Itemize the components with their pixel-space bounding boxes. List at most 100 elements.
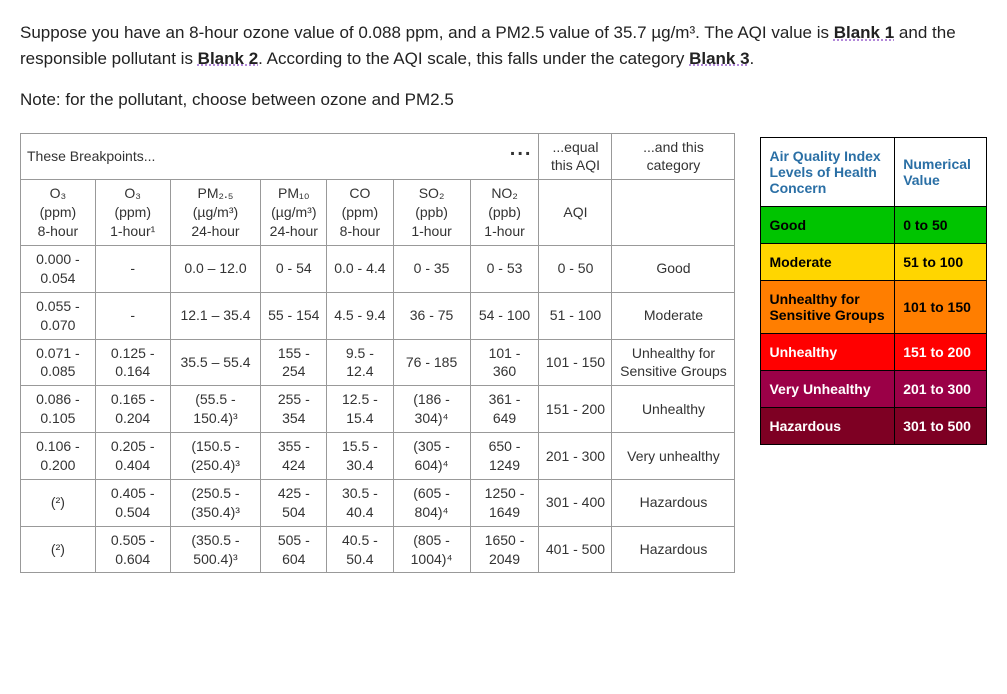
table-cell: 0.086 - 0.105 [21, 386, 96, 433]
table-row: 0.055 - 0.070-12.1 – 35.455 - 1544.5 - 9… [21, 292, 735, 339]
table-row: 0.071 - 0.0850.125 - 0.16435.5 – 55.4155… [21, 339, 735, 386]
table-cell: 650 - 1249 [470, 433, 539, 480]
table-cell: 301 - 400 [539, 479, 612, 526]
question-note: Note: for the pollutant, choose between … [20, 87, 987, 113]
table-cell: 0.0 – 12.0 [170, 245, 261, 292]
col-header: PM₂.₅(µg/m³)24-hour [170, 180, 261, 246]
table-cell: 0 - 53 [470, 245, 539, 292]
table-cell: (350.5 - 500.4)³ [170, 526, 261, 573]
table-row: O₃(ppm)8-hourO₃(ppm)1-hour¹PM₂.₅(µg/m³)2… [21, 180, 735, 246]
breakpoints-header: These Breakpoints... ... [21, 133, 539, 180]
table-cell: 0.505 - 0.604 [95, 526, 170, 573]
blank-1[interactable]: Blank 1 [834, 23, 894, 42]
table-row: Unhealthy151 to 200 [761, 333, 987, 370]
col-header: PM₁₀(µg/m³)24-hour [261, 180, 327, 246]
table-cell: 0.000 - 0.054 [21, 245, 96, 292]
col-header [612, 180, 735, 246]
table-row: Air Quality Index Levels of Health Conce… [761, 137, 987, 206]
table-cell: 0.0 - 4.4 [327, 245, 393, 292]
range-cell: 301 to 500 [895, 407, 987, 444]
table-cell: 0.125 - 0.164 [95, 339, 170, 386]
range-cell: 101 to 150 [895, 280, 987, 333]
col-header: NO₂(ppb)1-hour [470, 180, 539, 246]
table-cell: (150.5 - (250.4)³ [170, 433, 261, 480]
table-cell: 36 - 75 [393, 292, 470, 339]
table-cell: - [95, 245, 170, 292]
blank-3[interactable]: Blank 3 [689, 49, 749, 68]
table-row: Unhealthy for Sensitive Groups101 to 150 [761, 280, 987, 333]
table-row: 0.106 - 0.2000.205 - 0.404(150.5 - (250.… [21, 433, 735, 480]
table-cell: 201 - 300 [539, 433, 612, 480]
table-cell: 0 - 50 [539, 245, 612, 292]
category-cell: Unhealthy [761, 333, 895, 370]
table-cell: 401 - 500 [539, 526, 612, 573]
table-cell: (250.5 - (350.4)³ [170, 479, 261, 526]
table-cell: 12.1 – 35.4 [170, 292, 261, 339]
table-cell: 255 - 354 [261, 386, 327, 433]
table-row: These Breakpoints... ... ...equal this A… [21, 133, 735, 180]
table-cell: Very unhealthy [612, 433, 735, 480]
category-cell: Good [761, 206, 895, 243]
category-cell: Hazardous [761, 407, 895, 444]
range-cell: 51 to 100 [895, 243, 987, 280]
category-header: ...and this category [612, 133, 735, 180]
range-cell: 201 to 300 [895, 370, 987, 407]
q-text-4: . [750, 49, 755, 68]
range-cell: 151 to 200 [895, 333, 987, 370]
scale-header-concern: Air Quality Index Levels of Health Conce… [761, 137, 895, 206]
table-cell: 155 - 254 [261, 339, 327, 386]
table-cell: 0.071 - 0.085 [21, 339, 96, 386]
table-cell: Hazardous [612, 526, 735, 573]
table-row: 0.000 - 0.054-0.0 – 12.00 - 540.0 - 4.40… [21, 245, 735, 292]
table-cell: 51 - 100 [539, 292, 612, 339]
table-cell: 101 - 150 [539, 339, 612, 386]
table-cell: 0 - 35 [393, 245, 470, 292]
category-cell: Very Unhealthy [761, 370, 895, 407]
q-text-3: . According to the AQI scale, this falls… [258, 49, 689, 68]
table-cell: (²) [21, 526, 96, 573]
table-cell: Good [612, 245, 735, 292]
breakpoints-table: These Breakpoints... ... ...equal this A… [20, 133, 735, 574]
table-cell: (305 - 604)⁴ [393, 433, 470, 480]
category-cell: Unhealthy for Sensitive Groups [761, 280, 895, 333]
table-cell: 12.5 - 15.4 [327, 386, 393, 433]
col-header: SO₂(ppb)1-hour [393, 180, 470, 246]
col-header: O₃(ppm)1-hour¹ [95, 180, 170, 246]
table-cell: 0 - 54 [261, 245, 327, 292]
table-cell: 15.5 - 30.4 [327, 433, 393, 480]
table-cell: (186 - 304)⁴ [393, 386, 470, 433]
equal-header: ...equal this AQI [539, 133, 612, 180]
table-row: Very Unhealthy201 to 300 [761, 370, 987, 407]
table-cell: Unhealthy [612, 386, 735, 433]
aqi-scale-table: Air Quality Index Levels of Health Conce… [760, 137, 987, 445]
table-row: Moderate51 to 100 [761, 243, 987, 280]
range-cell: 0 to 50 [895, 206, 987, 243]
table-cell: 101 - 360 [470, 339, 539, 386]
question-line-1: Suppose you have an 8-hour ozone value o… [20, 20, 987, 71]
table-cell: 54 - 100 [470, 292, 539, 339]
table-cell: 0.205 - 0.404 [95, 433, 170, 480]
table-cell: (55.5 - 150.4)³ [170, 386, 261, 433]
table-cell: - [95, 292, 170, 339]
table-cell: 1250 - 1649 [470, 479, 539, 526]
table-cell: 0.405 - 0.504 [95, 479, 170, 526]
table-cell: 0.165 - 0.204 [95, 386, 170, 433]
category-cell: Moderate [761, 243, 895, 280]
table-cell: Moderate [612, 292, 735, 339]
q-text-1: Suppose you have an 8-hour ozone value o… [20, 23, 834, 42]
table-cell: (²) [21, 479, 96, 526]
table-row: (²)0.505 - 0.604(350.5 - 500.4)³505 - 60… [21, 526, 735, 573]
table-cell: 0.055 - 0.070 [21, 292, 96, 339]
table-row: Hazardous301 to 500 [761, 407, 987, 444]
table-cell: Hazardous [612, 479, 735, 526]
table-cell: (605 - 804)⁴ [393, 479, 470, 526]
table-cell: Unhealthy for Sensitive Groups [612, 339, 735, 386]
blank-2[interactable]: Blank 2 [198, 49, 258, 68]
table-cell: 55 - 154 [261, 292, 327, 339]
table-row: Good0 to 50 [761, 206, 987, 243]
col-header: AQI [539, 180, 612, 246]
ellipsis-icon[interactable]: ... [510, 136, 533, 163]
table-cell: 4.5 - 9.4 [327, 292, 393, 339]
table-cell: 1650 - 2049 [470, 526, 539, 573]
table-cell: 361 - 649 [470, 386, 539, 433]
